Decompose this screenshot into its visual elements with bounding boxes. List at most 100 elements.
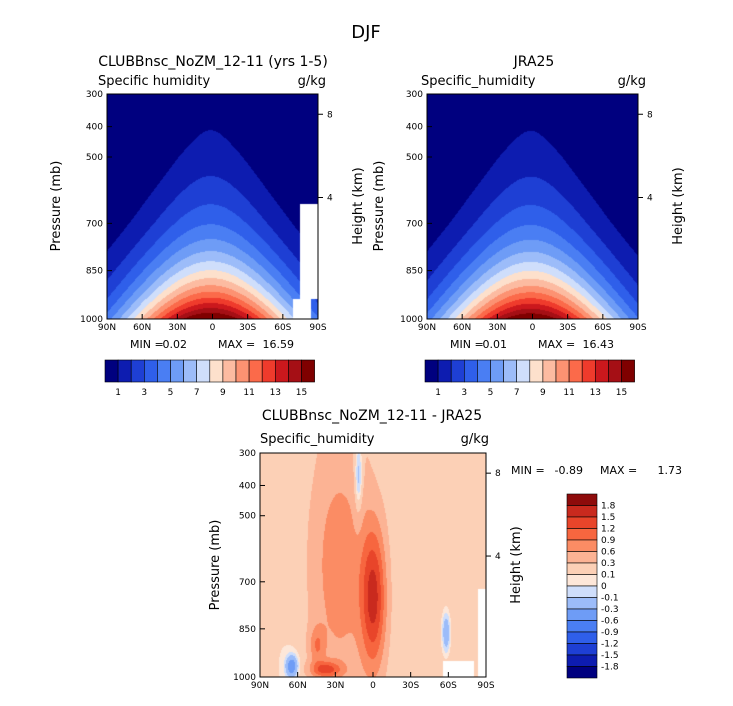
colorbar-swatch bbox=[566, 516, 598, 529]
x-tick-label: 30S bbox=[239, 323, 256, 333]
x-tick-label: 90S bbox=[309, 323, 326, 333]
y2-axis-label: Height (km) bbox=[509, 526, 524, 603]
colorbar-label: 13 bbox=[590, 388, 601, 398]
colorbar-swatch bbox=[170, 359, 184, 383]
units-label: g/kg bbox=[461, 432, 489, 447]
y-tick-label: 1000 bbox=[400, 315, 423, 325]
y-tick-label: 1000 bbox=[233, 673, 256, 683]
y2-ticks: 84 bbox=[318, 110, 333, 204]
colorbar-label: -0.6 bbox=[601, 617, 619, 627]
y2-tick-label: 4 bbox=[647, 194, 653, 204]
colorbar: 1.81.5 1.20.9 0.60.3 0.10 -0.1-0.3 -0.6-0.9 -1… bbox=[566, 493, 619, 679]
colorbar-label: -0.9 bbox=[601, 628, 619, 638]
colorbar-swatch bbox=[424, 359, 439, 383]
colorbar-label: -1.8 bbox=[601, 663, 619, 673]
y-ticks: 300 400 500 700 850 1000 bbox=[233, 449, 265, 683]
colorbar-label: 5 bbox=[488, 388, 494, 398]
y2-axis-label: Height (km) bbox=[671, 167, 686, 244]
colorbar-swatch bbox=[566, 562, 598, 575]
colorbar-swatch bbox=[235, 359, 250, 383]
panel-difference: CLUBBnsc_NoZM_12-11 - JRA25 Specific_hum… bbox=[208, 408, 682, 691]
y2-tick-label: 8 bbox=[327, 110, 333, 120]
colorbar-label: -0.1 bbox=[601, 594, 619, 604]
colorbar-label: 3 bbox=[141, 388, 147, 398]
x-tick-label: 30N bbox=[168, 323, 186, 333]
colorbar-swatch bbox=[621, 359, 635, 383]
x-tick-label: 60N bbox=[289, 681, 307, 691]
colorbar-swatch bbox=[566, 585, 598, 598]
colorbar-swatch bbox=[261, 359, 276, 383]
colorbar-label: 1.2 bbox=[601, 525, 615, 535]
y-ticks: 300 400 500 700 850 1000 bbox=[400, 90, 432, 325]
max-value: 16.43 bbox=[583, 338, 615, 351]
y2-ticks: 84 bbox=[486, 469, 501, 562]
min-value: -0.89 bbox=[555, 464, 583, 477]
y2-ticks: 84 bbox=[638, 110, 653, 204]
colorbar-label: 7 bbox=[194, 388, 200, 398]
colorbar-swatch bbox=[566, 620, 598, 633]
colorbar-swatch bbox=[566, 551, 598, 564]
colorbar-swatch bbox=[477, 359, 491, 383]
x-ticks: 90N 60N 30N 0 30S 60S 90S bbox=[98, 314, 327, 333]
colorbar-swatch bbox=[117, 359, 132, 383]
colorbar-label: -1.2 bbox=[601, 640, 619, 650]
colorbar: 1 3 5 7 9 11 13 15 bbox=[424, 359, 635, 398]
figure-title: DJF bbox=[351, 22, 381, 43]
y-tick-label: 500 bbox=[86, 153, 103, 163]
colorbar-swatch bbox=[157, 359, 171, 383]
colorbar: 1 3 5 7 9 11 13 15 bbox=[104, 359, 315, 398]
colorbar-swatch bbox=[566, 631, 598, 644]
colorbar-swatch bbox=[566, 574, 598, 587]
y2-tick-label: 8 bbox=[647, 110, 653, 120]
colorbar-swatch bbox=[130, 359, 145, 383]
colorbar-swatch bbox=[301, 359, 315, 383]
y-tick-label: 400 bbox=[406, 123, 423, 133]
colorbar-swatch bbox=[566, 643, 598, 656]
colorbar-label: 0.3 bbox=[601, 559, 615, 569]
colorbar-swatch bbox=[566, 528, 598, 541]
units-label: g/kg bbox=[298, 74, 326, 89]
y-tick-label: 300 bbox=[86, 90, 103, 100]
contour-fill bbox=[107, 94, 318, 319]
y-tick-label: 400 bbox=[86, 123, 103, 133]
colorbar-swatch bbox=[222, 359, 237, 383]
y2-tick-label: 8 bbox=[495, 469, 501, 479]
y-tick-label: 500 bbox=[239, 512, 256, 522]
colorbar-label: 0.9 bbox=[601, 536, 616, 546]
colorbar-swatch bbox=[209, 359, 224, 383]
variable-label: Specific humidity bbox=[98, 74, 210, 89]
colorbar-label: 7 bbox=[514, 388, 520, 398]
x-tick-label: 0 bbox=[370, 681, 376, 691]
colorbar-swatch bbox=[566, 505, 598, 518]
x-tick-label: 30S bbox=[559, 323, 576, 333]
variable-label: Specific_humidity bbox=[421, 74, 536, 89]
y-tick-label: 300 bbox=[406, 90, 423, 100]
colorbar-swatch bbox=[566, 539, 598, 552]
max-label: MAX = bbox=[218, 338, 255, 351]
colorbar-label: 15 bbox=[296, 388, 307, 398]
x-ticks: 90N 60N 30N 0 30S 60S 90S bbox=[251, 672, 495, 691]
colorbar-swatch bbox=[450, 359, 465, 383]
colorbar-swatch bbox=[594, 359, 609, 383]
max-value: 1.73 bbox=[658, 464, 683, 477]
colorbar-label: 15 bbox=[616, 388, 627, 398]
panel-model: CLUBBnsc_NoZM_12-11 (yrs 1-5) Specific h… bbox=[49, 54, 366, 398]
colorbar-label: 3 bbox=[461, 388, 467, 398]
colorbar-label: 0.1 bbox=[601, 571, 615, 581]
x-tick-label: 60S bbox=[594, 323, 611, 333]
colorbar-swatch bbox=[183, 359, 198, 383]
variable-label: Specific_humidity bbox=[260, 432, 375, 447]
min-label: MIN = bbox=[450, 338, 484, 351]
x-ticks: 90N 60N 30N 0 30S 60S 90S bbox=[418, 314, 647, 333]
colorbar-swatch bbox=[555, 359, 570, 383]
x-tick-label: 0 bbox=[530, 323, 536, 333]
max-label: MAX = bbox=[538, 338, 575, 351]
y-axis-label: Pressure (mb) bbox=[208, 520, 223, 611]
y-tick-label: 850 bbox=[406, 267, 423, 277]
x-tick-label: 90S bbox=[477, 681, 494, 691]
y-tick-label: 700 bbox=[406, 219, 423, 229]
y-tick-label: 700 bbox=[239, 578, 256, 588]
colorbar-label: 1 bbox=[115, 388, 121, 398]
plot-area bbox=[427, 94, 638, 319]
